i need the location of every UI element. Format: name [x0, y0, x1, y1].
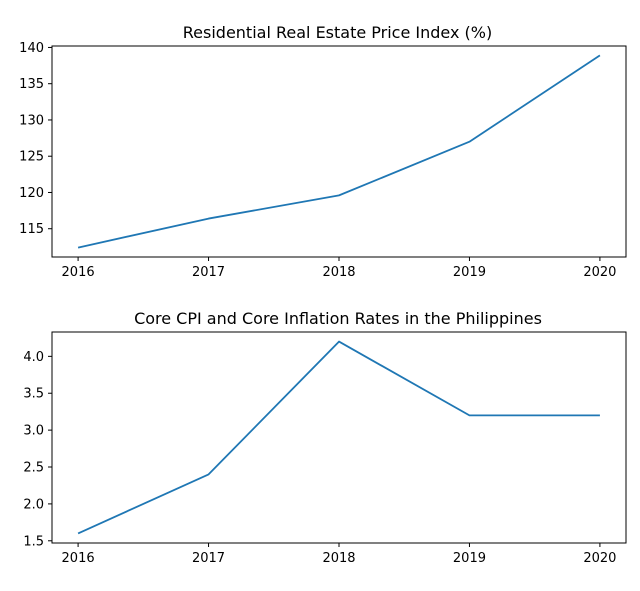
y-tick-label: 2.0 — [23, 497, 44, 512]
y-tick-label: 140 — [19, 41, 44, 56]
x-tick-label: 2017 — [192, 265, 225, 280]
plot-area: 2016 2017 2018 2019 2020 1.5 2.0 2.5 3.0 3.5 4.0 — [23, 331, 627, 566]
y-tick-label: 1.5 — [23, 534, 44, 549]
series-line — [77, 340, 600, 535]
chart-title: Residential Real Estate Price Index (%) — [183, 23, 492, 42]
x-tick-label: 2018 — [322, 265, 355, 280]
x-tick-label: 2018 — [322, 551, 355, 566]
x-tick-label: 2020 — [583, 551, 616, 566]
y-tick-label: 130 — [19, 113, 44, 128]
x-tick-label: 2017 — [192, 551, 225, 566]
y-tick-label: 4.0 — [23, 350, 44, 365]
x-tick-label: 2016 — [62, 265, 95, 280]
y-tick-label: 135 — [19, 77, 44, 92]
x-tick-label: 2019 — [453, 265, 486, 280]
x-tick-label: 2019 — [453, 551, 486, 566]
chart-title: Core CPI and Core Inflation Rates in the… — [134, 309, 542, 328]
series-line — [77, 54, 601, 249]
y-tick-label: 120 — [19, 186, 44, 201]
y-tick-label: 3.0 — [23, 424, 44, 439]
plot-area: 2016 2017 2018 2019 2020 115 120 125 130 135 140 — [19, 41, 627, 280]
chart-core-inflation: Core CPI and Core Inflation Rates in the… — [23, 309, 627, 566]
y-tick-label: 125 — [19, 150, 44, 165]
x-tick-label: 2016 — [62, 551, 95, 566]
y-tick-label: 3.5 — [23, 387, 44, 402]
y-tick-label: 115 — [19, 222, 44, 237]
x-tick-label: 2020 — [583, 265, 616, 280]
chart-price-index: Residential Real Estate Price Index (%) … — [19, 23, 627, 280]
y-tick-label: 2.5 — [23, 461, 44, 476]
